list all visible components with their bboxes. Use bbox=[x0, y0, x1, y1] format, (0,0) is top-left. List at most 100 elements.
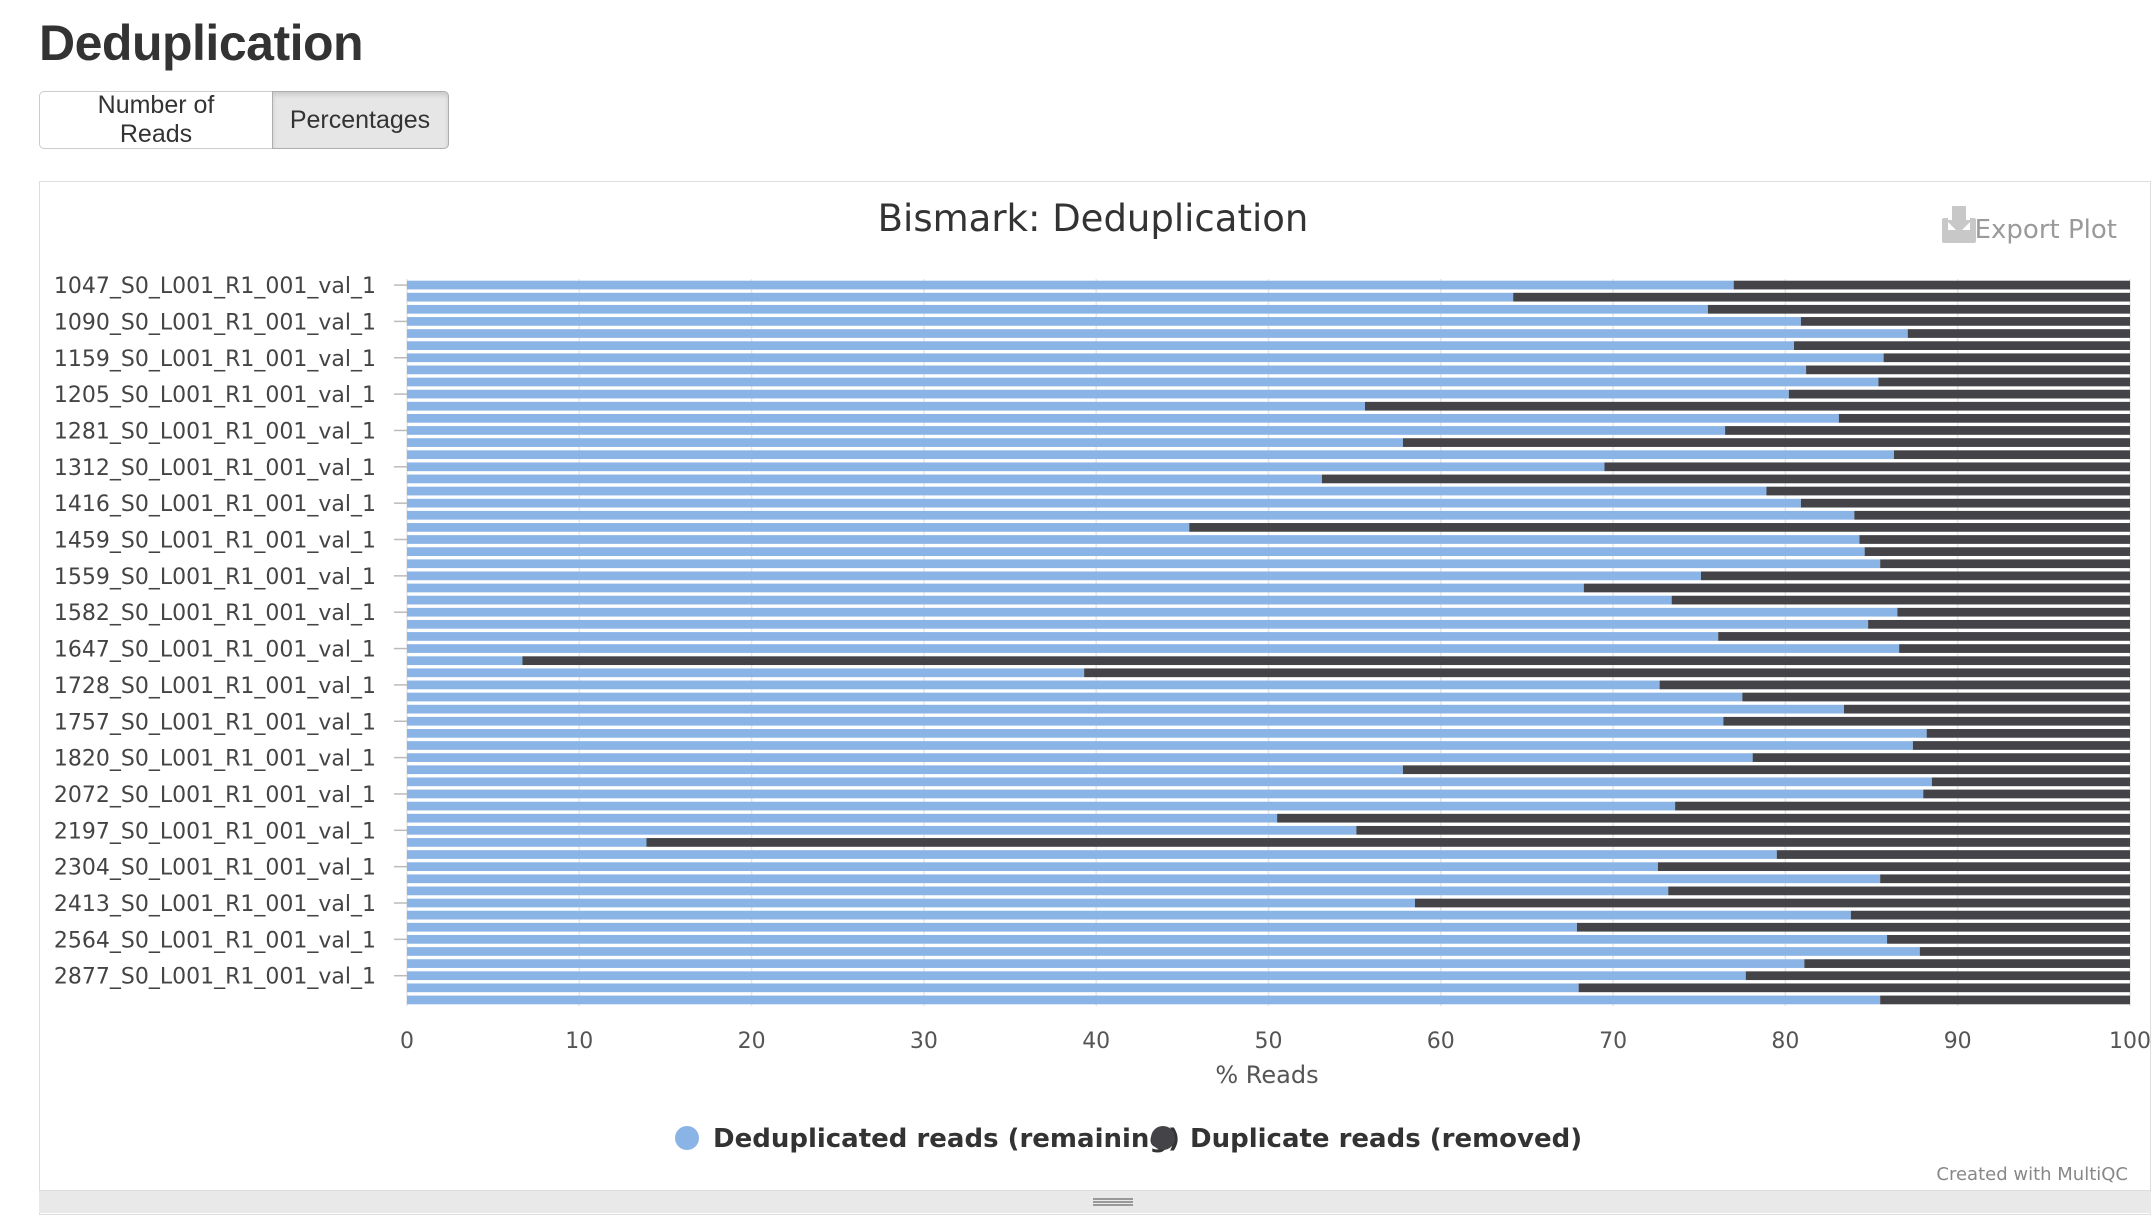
bar-duplicate[interactable] bbox=[1776, 850, 2130, 859]
bar-deduplicated[interactable] bbox=[407, 450, 1894, 460]
bar-deduplicated[interactable] bbox=[407, 474, 1322, 484]
bar-duplicate[interactable] bbox=[1657, 862, 2130, 872]
bar-deduplicated[interactable] bbox=[407, 486, 1767, 496]
bar-deduplicated[interactable] bbox=[407, 462, 1605, 472]
bar-deduplicated[interactable] bbox=[407, 413, 1839, 423]
bar-deduplicated[interactable] bbox=[407, 510, 1855, 520]
bar-deduplicated[interactable] bbox=[407, 292, 1514, 302]
bar-deduplicated[interactable] bbox=[407, 438, 1403, 447]
bar-deduplicated[interactable] bbox=[407, 668, 1085, 678]
bar-deduplicated[interactable] bbox=[407, 632, 1719, 641]
bar-deduplicated[interactable] bbox=[407, 559, 1881, 569]
bar-deduplicated[interactable] bbox=[407, 498, 1801, 508]
bar-duplicate[interactable] bbox=[1880, 559, 2130, 569]
bar-deduplicated[interactable] bbox=[407, 656, 523, 666]
bar-deduplicated[interactable] bbox=[407, 729, 1927, 738]
bar-duplicate[interactable] bbox=[1671, 595, 2130, 605]
bar-deduplicated[interactable] bbox=[407, 922, 1577, 932]
bar-duplicate[interactable] bbox=[1513, 292, 2130, 302]
bar-duplicate[interactable] bbox=[1850, 910, 2130, 920]
bar-duplicate[interactable] bbox=[1919, 947, 2130, 956]
bar-deduplicated[interactable] bbox=[407, 680, 1660, 690]
bar-duplicate[interactable] bbox=[1700, 571, 2130, 581]
bar-deduplicated[interactable] bbox=[407, 753, 1753, 762]
bar-deduplicated[interactable] bbox=[407, 838, 647, 847]
bar-deduplicated[interactable] bbox=[407, 329, 1908, 338]
bar-duplicate[interactable] bbox=[1923, 789, 2130, 799]
bar-duplicate[interactable] bbox=[1887, 934, 2130, 944]
bar-duplicate[interactable] bbox=[1725, 426, 2130, 435]
bar-deduplicated[interactable] bbox=[407, 898, 1415, 908]
bar-deduplicated[interactable] bbox=[407, 341, 1795, 351]
bar-duplicate[interactable] bbox=[1883, 353, 2130, 363]
bar-duplicate[interactable] bbox=[522, 656, 2131, 666]
bar-duplicate[interactable] bbox=[1402, 765, 2130, 775]
bar-deduplicated[interactable] bbox=[407, 825, 1357, 835]
bar-deduplicated[interactable] bbox=[407, 862, 1658, 872]
bar-duplicate[interactable] bbox=[1794, 341, 2130, 351]
bar-duplicate[interactable] bbox=[1907, 329, 2130, 338]
bar-deduplicated[interactable] bbox=[407, 765, 1403, 775]
bar-deduplicated[interactable] bbox=[407, 995, 1881, 1005]
bar-duplicate[interactable] bbox=[1277, 813, 2130, 823]
bar-duplicate[interactable] bbox=[1838, 413, 2130, 423]
bar-duplicate[interactable] bbox=[1402, 438, 2130, 447]
bar-deduplicated[interactable] bbox=[407, 934, 1888, 944]
bar-deduplicated[interactable] bbox=[407, 280, 1734, 290]
bar-deduplicated[interactable] bbox=[407, 777, 1932, 787]
bar-duplicate[interactable] bbox=[1864, 547, 2130, 556]
export-plot-button[interactable]: Export Plot bbox=[1942, 206, 2117, 245]
bar-deduplicated[interactable] bbox=[407, 389, 1789, 399]
bar-duplicate[interactable] bbox=[1745, 971, 2130, 981]
bar-duplicate[interactable] bbox=[1854, 510, 2130, 520]
bar-deduplicated[interactable] bbox=[407, 874, 1881, 884]
bar-duplicate[interactable] bbox=[1878, 377, 2130, 387]
bar-deduplicated[interactable] bbox=[407, 644, 1900, 653]
bar-deduplicated[interactable] bbox=[407, 704, 1844, 714]
bar-deduplicated[interactable] bbox=[407, 971, 1746, 981]
bar-deduplicated[interactable] bbox=[407, 583, 1584, 593]
bar-deduplicated[interactable] bbox=[407, 741, 1913, 750]
bar-duplicate[interactable] bbox=[1742, 692, 2130, 702]
bar-duplicate[interactable] bbox=[1766, 486, 2130, 496]
bar-duplicate[interactable] bbox=[1880, 874, 2130, 884]
bar-deduplicated[interactable] bbox=[407, 401, 1365, 411]
bar-duplicate[interactable] bbox=[1364, 401, 2130, 411]
bar-deduplicated[interactable] bbox=[407, 886, 1669, 896]
bar-duplicate[interactable] bbox=[1084, 668, 2130, 678]
bar-duplicate[interactable] bbox=[1659, 680, 2130, 690]
bar-deduplicated[interactable] bbox=[407, 523, 1190, 532]
bar-duplicate[interactable] bbox=[1189, 523, 2130, 532]
bar-duplicate[interactable] bbox=[1414, 898, 2130, 908]
bar-deduplicated[interactable] bbox=[407, 789, 1924, 799]
bar-duplicate[interactable] bbox=[1733, 280, 2130, 290]
bar-duplicate[interactable] bbox=[1868, 619, 2130, 629]
bar-duplicate[interactable] bbox=[1893, 450, 2130, 460]
bar-duplicate[interactable] bbox=[1800, 498, 2130, 508]
bar-deduplicated[interactable] bbox=[407, 619, 1869, 629]
bar-duplicate[interactable] bbox=[646, 838, 2130, 847]
bar-deduplicated[interactable] bbox=[407, 353, 1884, 363]
bar-duplicate[interactable] bbox=[1800, 317, 2130, 326]
bar-deduplicated[interactable] bbox=[407, 716, 1724, 726]
number-of-reads-button[interactable]: Number of Reads bbox=[39, 91, 273, 149]
bar-deduplicated[interactable] bbox=[407, 850, 1777, 859]
bar-duplicate[interactable] bbox=[1723, 716, 2130, 726]
bar-deduplicated[interactable] bbox=[407, 535, 1860, 544]
bar-deduplicated[interactable] bbox=[407, 959, 1805, 968]
bar-duplicate[interactable] bbox=[1897, 607, 2130, 617]
bar-duplicate[interactable] bbox=[1899, 644, 2130, 653]
bar-duplicate[interactable] bbox=[1788, 389, 2130, 399]
legend-item-remaining[interactable]: Deduplicated reads (remaining) bbox=[675, 1124, 1180, 1154]
bar-deduplicated[interactable] bbox=[407, 304, 1708, 314]
bar-duplicate[interactable] bbox=[1321, 474, 2130, 484]
bar-deduplicated[interactable] bbox=[407, 947, 1920, 956]
bar-duplicate[interactable] bbox=[1843, 704, 2130, 714]
bar-duplicate[interactable] bbox=[1356, 825, 2130, 835]
bar-duplicate[interactable] bbox=[1707, 304, 2130, 314]
bar-duplicate[interactable] bbox=[1718, 632, 2130, 641]
bar-duplicate[interactable] bbox=[1926, 729, 2130, 738]
bar-duplicate[interactable] bbox=[1668, 886, 2130, 896]
bar-deduplicated[interactable] bbox=[407, 607, 1898, 617]
bar-deduplicated[interactable] bbox=[407, 692, 1743, 702]
